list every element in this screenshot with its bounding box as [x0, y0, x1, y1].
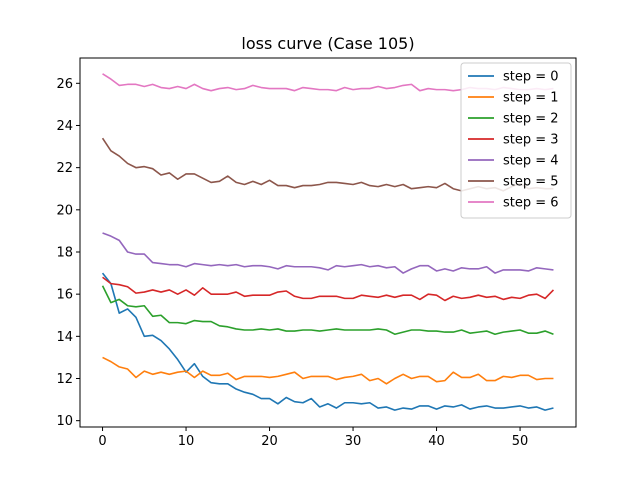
y-axis: 10 12 14 16 18 20 22 24 26 — [56, 77, 80, 429]
y-tick-label: 20 — [56, 203, 73, 218]
series-line-step-2 — [101, 285, 554, 336]
legend-label: step = 1 — [503, 91, 559, 106]
y-tick-label: 24 — [56, 119, 73, 134]
x-tick-label: 30 — [345, 434, 362, 449]
y-tick-label: 12 — [56, 372, 73, 387]
legend-label: step = 6 — [503, 196, 559, 211]
y-tick-label: 16 — [56, 288, 73, 303]
x-axis: 0 10 20 30 40 50 — [98, 427, 528, 449]
legend-box — [460, 62, 572, 219]
y-tick-label: 10 — [56, 414, 73, 429]
series-line-step-4 — [102, 232, 554, 274]
y-tick-label: 22 — [56, 161, 73, 176]
series-line-step-0 — [101, 272, 554, 411]
x-tick-label: 50 — [512, 434, 529, 449]
y-tick-label: 26 — [56, 77, 73, 92]
x-tick-label: 40 — [428, 434, 445, 449]
legend-label: step = 2 — [503, 112, 559, 127]
legend: step = 0 step = 1 step = 2 step = 3 step = 4… — [460, 62, 572, 219]
y-tick-label: 14 — [56, 330, 73, 345]
plot-frame — [79, 57, 577, 428]
legend-label: step = 3 — [503, 133, 559, 148]
legend-label: step = 0 — [503, 70, 559, 85]
y-tick-label: 18 — [56, 245, 73, 260]
series-line-step-1 — [102, 356, 554, 385]
legend-label: step = 5 — [503, 175, 559, 190]
x-tick-label: 20 — [261, 434, 278, 449]
x-tick-label: 10 — [178, 434, 195, 449]
x-tick-label: 0 — [98, 434, 106, 449]
chart-title: loss curve (Case 105) — [241, 34, 414, 53]
legend-label: step = 4 — [503, 154, 559, 169]
series-line-step-3 — [102, 276, 555, 302]
